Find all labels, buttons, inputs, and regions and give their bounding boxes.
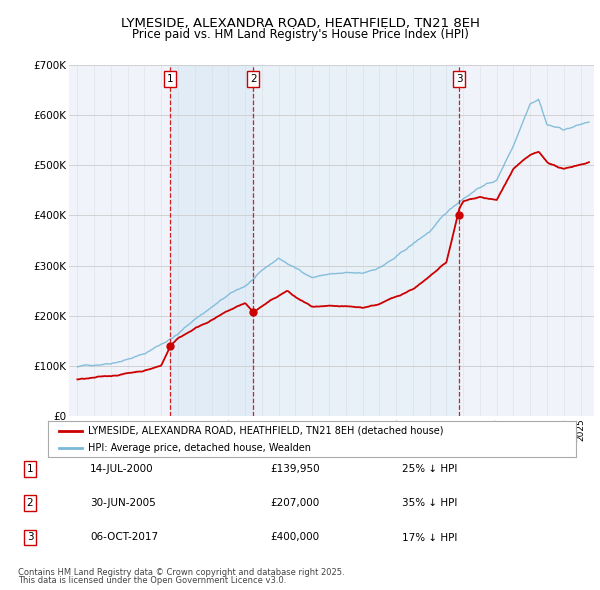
Text: £207,000: £207,000 [270,499,319,508]
Text: 3: 3 [26,533,34,542]
Text: HPI: Average price, detached house, Wealden: HPI: Average price, detached house, Weal… [88,443,311,453]
Text: 35% ↓ HPI: 35% ↓ HPI [402,499,457,508]
Text: LYMESIDE, ALEXANDRA ROAD, HEATHFIELD, TN21 8EH: LYMESIDE, ALEXANDRA ROAD, HEATHFIELD, TN… [121,17,479,30]
Text: LYMESIDE, ALEXANDRA ROAD, HEATHFIELD, TN21 8EH (detached house): LYMESIDE, ALEXANDRA ROAD, HEATHFIELD, TN… [88,426,443,436]
Bar [253,65,459,416]
Text: £400,000: £400,000 [270,533,319,542]
Text: 2: 2 [250,74,257,84]
Text: 3: 3 [456,74,463,84]
Text: 30-JUN-2005: 30-JUN-2005 [90,499,156,508]
Text: This data is licensed under the Open Government Licence v3.0.: This data is licensed under the Open Gov… [18,576,286,585]
Bar [170,65,253,416]
Text: 1: 1 [26,464,34,474]
Text: Price paid vs. HM Land Registry's House Price Index (HPI): Price paid vs. HM Land Registry's House … [131,28,469,41]
Text: 17% ↓ HPI: 17% ↓ HPI [402,533,457,542]
Text: 2: 2 [26,499,34,508]
Text: Contains HM Land Registry data © Crown copyright and database right 2025.: Contains HM Land Registry data © Crown c… [18,568,344,577]
Text: 14-JUL-2000: 14-JUL-2000 [90,464,154,474]
Text: 1: 1 [167,74,173,84]
Text: £139,950: £139,950 [270,464,320,474]
Text: 06-OCT-2017: 06-OCT-2017 [90,533,158,542]
Text: 25% ↓ HPI: 25% ↓ HPI [402,464,457,474]
